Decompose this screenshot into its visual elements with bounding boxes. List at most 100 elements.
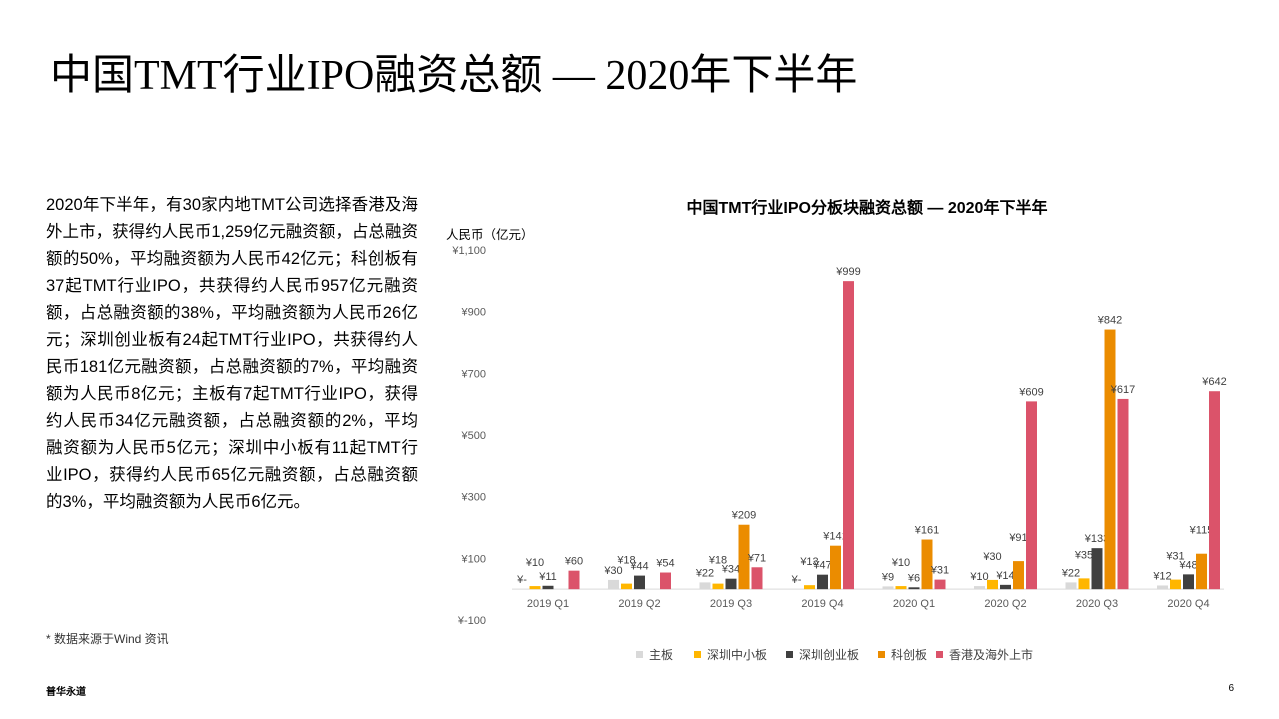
- data-label: ¥9: [881, 571, 894, 583]
- x-tick-label: 2020 Q3: [1076, 598, 1118, 610]
- bar: [660, 572, 671, 590]
- data-label: ¥91: [1008, 532, 1027, 544]
- data-label: ¥842: [1097, 315, 1122, 327]
- page-title: 中国TMT行业IPO融资总额 — 2020年下半年: [50, 53, 858, 99]
- footer-brand: 普华永道: [46, 687, 86, 698]
- legend-swatch: [694, 651, 701, 658]
- data-label: ¥18: [708, 555, 727, 567]
- data-label: ¥35: [1074, 549, 1093, 561]
- bar: [738, 524, 750, 590]
- bar-chart: 中国TMT行业IPO分板块融资总额 — 2020年下半年 人民币（亿元） ¥-1…: [446, 198, 1227, 662]
- data-label: ¥54: [655, 558, 674, 570]
- data-label: ¥14: [995, 570, 1014, 582]
- legend-swatch: [936, 651, 943, 658]
- x-tick-label: 2020 Q2: [984, 598, 1026, 610]
- bar: [1078, 578, 1090, 590]
- data-label: ¥10: [891, 557, 910, 569]
- data-label: ¥617: [1110, 384, 1135, 396]
- bar: [1157, 585, 1168, 590]
- bar: [934, 579, 946, 590]
- legend-swatch: [786, 651, 793, 658]
- legend-label: 香港及海外上市: [949, 647, 1033, 662]
- y-tick-label: ¥300: [461, 492, 486, 504]
- bar: [817, 574, 828, 590]
- x-tick-label: 2020 Q4: [1167, 598, 1209, 610]
- data-label: ¥34: [721, 564, 740, 576]
- legend-swatch: [636, 651, 643, 658]
- bar: [712, 583, 724, 590]
- data-label: ¥22: [1061, 567, 1080, 579]
- data-label: ¥609: [1018, 386, 1043, 398]
- bar: [895, 586, 907, 590]
- bar: [974, 586, 985, 590]
- bar: [908, 587, 920, 590]
- bar: [804, 585, 815, 590]
- x-tick-label: 2019 Q4: [801, 598, 843, 610]
- bar: [1000, 584, 1011, 590]
- bar: [1091, 548, 1103, 590]
- bar: [608, 579, 619, 590]
- data-label: ¥6: [907, 572, 920, 584]
- legend-item: 香港及海外上市: [936, 647, 1033, 662]
- data-label: ¥31: [1165, 551, 1184, 563]
- data-label: ¥133: [1084, 533, 1109, 545]
- data-label: ¥-: [791, 574, 802, 586]
- bar: [843, 281, 854, 590]
- data-label: ¥-: [516, 574, 527, 586]
- legend-label: 深圳中小板: [707, 647, 767, 662]
- source-note: * 数据来源于Wind 资讯: [46, 632, 169, 646]
- x-tick-label: 2019 Q2: [618, 598, 660, 610]
- data-label: ¥71: [747, 552, 766, 564]
- data-label: ¥141: [822, 531, 847, 543]
- bar: [921, 539, 933, 590]
- data-label: ¥11: [538, 571, 557, 583]
- bar: [1170, 579, 1181, 590]
- bar: [830, 545, 841, 590]
- bar: [751, 567, 763, 590]
- y-axis-label: 人民币（亿元）: [446, 227, 534, 242]
- bar: [1209, 391, 1220, 590]
- x-tick-label: 2019 Q1: [527, 598, 569, 610]
- data-label: ¥18: [616, 555, 635, 567]
- data-label: ¥12: [1152, 570, 1171, 582]
- legend-item: 主板: [636, 648, 673, 662]
- bar: [1117, 398, 1129, 590]
- data-label: ¥10: [525, 557, 544, 569]
- data-label: ¥22: [695, 567, 714, 579]
- bar: [1104, 329, 1116, 590]
- legend-label: 科创板: [891, 648, 927, 662]
- data-label: ¥642: [1201, 376, 1226, 388]
- legend-swatch: [878, 651, 885, 658]
- legend-item: 科创板: [878, 648, 927, 662]
- data-label: ¥48: [1178, 559, 1197, 571]
- x-tick-label: 2019 Q3: [710, 598, 752, 610]
- legend-label: 主板: [649, 648, 673, 662]
- bar: [882, 586, 894, 590]
- data-label: ¥30: [603, 565, 622, 577]
- chart-legend: 主板 深圳中小板 深圳创业板 科创板 香港及海外上市: [636, 647, 1033, 662]
- bar: [699, 582, 711, 590]
- bar: [725, 578, 737, 590]
- legend-item: 深圳中小板: [694, 647, 767, 662]
- chart-title: 中国TMT行业IPO分板块融资总额 — 2020年下半年: [687, 198, 1048, 217]
- bar: [987, 579, 998, 590]
- legend-label: 深圳创业板: [799, 648, 859, 662]
- bar: [568, 570, 580, 590]
- bar: [634, 575, 645, 590]
- bar: [542, 585, 554, 590]
- data-label: ¥30: [982, 551, 1001, 563]
- bar: [529, 586, 541, 590]
- bar: [1026, 401, 1037, 590]
- page-number: 6: [1228, 683, 1234, 694]
- y-tick-label: ¥-100: [457, 615, 486, 627]
- data-label: ¥161: [914, 525, 939, 537]
- legend-item: 深圳创业板: [786, 648, 859, 662]
- y-tick-label: ¥700: [461, 368, 486, 380]
- data-label: ¥31: [930, 565, 949, 577]
- data-label: ¥115: [1189, 525, 1214, 537]
- bar: [1065, 582, 1077, 590]
- y-tick-label: ¥900: [461, 307, 486, 319]
- bar: [621, 583, 632, 590]
- y-tick-label: ¥100: [461, 553, 486, 565]
- y-tick-label: ¥1,100: [451, 245, 486, 257]
